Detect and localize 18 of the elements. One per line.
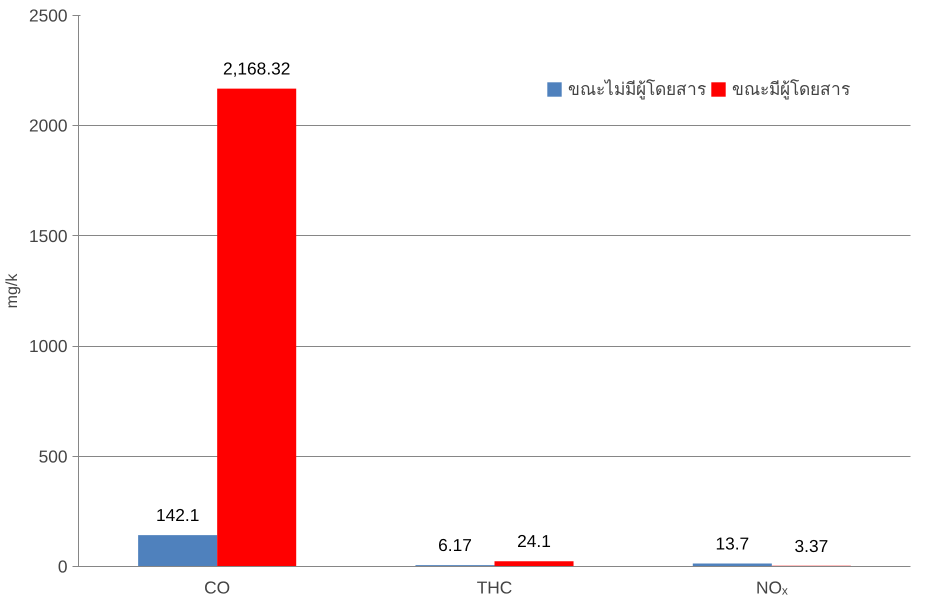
y-tick-label: 2000	[28, 116, 68, 136]
data-label: 142.1	[156, 505, 200, 526]
y-tick-label: 1500	[28, 226, 68, 246]
data-label: 24.1	[517, 531, 551, 552]
y-axis-title: mg/k	[4, 272, 21, 308]
y-tick-label: 500	[38, 446, 68, 466]
legend-label: ขณะไม่มีผู้โดยสาร	[568, 78, 706, 102]
y-tick-label: 1000	[28, 336, 68, 356]
data-label: 3.37	[794, 536, 828, 556]
x-tick-label: CO	[204, 578, 230, 598]
data-label: 6.17	[438, 535, 472, 556]
legend-label: ขณะมีผู้โดยสาร	[732, 78, 850, 102]
data-label: 2,168.32	[222, 58, 290, 79]
y-tick-label: 0	[58, 556, 68, 576]
x-tick-label: THC	[476, 578, 512, 598]
y-tick-label: 2500	[28, 6, 68, 26]
x-tick-label: NOₓ	[756, 578, 788, 598]
data-label: 13.7	[715, 533, 750, 554]
